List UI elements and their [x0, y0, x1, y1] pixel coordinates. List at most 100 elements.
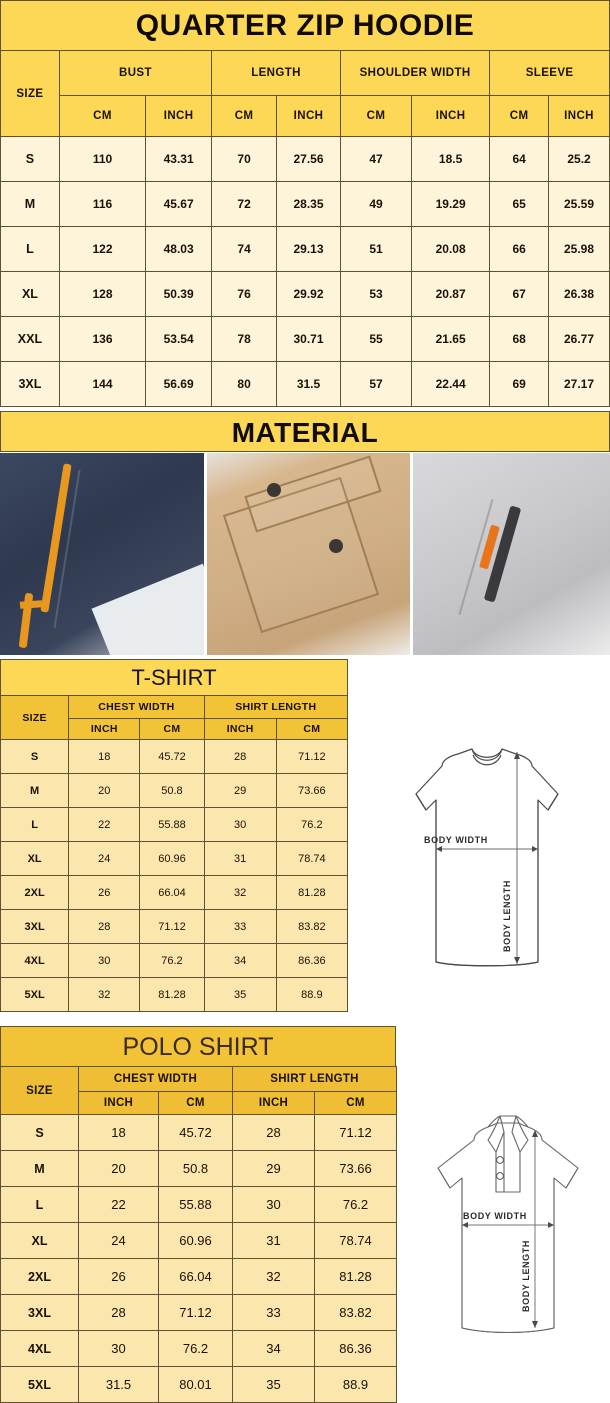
polo-unit-chest-cm: CM — [158, 1091, 233, 1115]
hoodie-cell-sleeve-inch: 26.38 — [548, 271, 610, 317]
hoodie-cell-length-inch: 28.35 — [276, 181, 341, 227]
polo-body-length-label: BODY LENGTH — [521, 1240, 531, 1312]
tshirt-cell-chest-cm: 76.2 — [139, 943, 205, 978]
hoodie-unit-bust-inch: INCH — [145, 95, 213, 137]
hoodie-cell-length-cm: 74 — [211, 226, 278, 272]
hoodie-cell-length-inch: 27.56 — [276, 136, 341, 182]
hoodie-unit-shoulder-cm: CM — [339, 95, 413, 137]
table-row: M 20 50.8 29 73.66 — [0, 773, 349, 808]
polo-row-size: S — [0, 1114, 79, 1151]
hoodie-title: QUARTER ZIP HOODIE — [0, 0, 610, 50]
table-row: 3XL 28 71.12 33 83.82 — [0, 1294, 398, 1331]
hoodie-cell-sleeve-cm: 68 — [489, 316, 550, 362]
hoodie-cell-shoulder-cm: 57 — [339, 361, 413, 407]
tshirt-cell-length-inch: 31 — [203, 841, 277, 876]
hoodie-cell-bust-inch: 43.31 — [145, 136, 213, 182]
hoodie-cell-shoulder-cm: 49 — [339, 181, 413, 227]
polo-cell-length-inch: 31 — [232, 1222, 315, 1259]
tshirt-cell-length-inch: 32 — [203, 875, 277, 910]
hoodie-cell-length-cm: 70 — [211, 136, 278, 182]
polo-colgroup-shirt-length: SHIRT LENGTH — [231, 1066, 398, 1092]
table-row: M 116 45.67 72 28.35 49 19.29 65 25.59 — [0, 181, 610, 227]
tshirt-colgroup-chest-width: CHEST WIDTH — [68, 695, 205, 719]
tshirt-row-size: 4XL — [0, 943, 70, 978]
hoodie-cell-shoulder-inch: 18.5 — [411, 136, 491, 182]
polo-row-size: M — [0, 1150, 79, 1187]
polo-cell-length-cm: 73.66 — [313, 1150, 398, 1187]
tshirt-body-width-label: BODY WIDTH — [424, 835, 488, 845]
table-row: L 122 48.03 74 29.13 51 20.08 66 25.98 — [0, 226, 610, 272]
polo-cell-chest-inch: 30 — [78, 1330, 159, 1367]
tshirt-cell-length-cm: 71.12 — [275, 739, 349, 774]
polo-cell-chest-cm: 80.01 — [158, 1366, 233, 1403]
hoodie-colgroup-bust: BUST — [58, 50, 213, 96]
hoodie-cell-sleeve-cm: 67 — [489, 271, 550, 317]
polo-cell-length-inch: 32 — [232, 1258, 315, 1295]
tshirt-cell-length-cm: 86.36 — [275, 943, 349, 978]
hoodie-row-size: XL — [0, 271, 60, 317]
tshirt-cell-length-inch: 33 — [203, 909, 277, 944]
tshirt-row-size: 2XL — [0, 875, 70, 910]
hoodie-unit-bust-cm: CM — [58, 95, 147, 137]
table-row: S 18 45.72 28 71.12 — [0, 739, 349, 774]
polo-cell-chest-cm: 76.2 — [158, 1330, 233, 1367]
table-row: 3XL 144 56.69 80 31.5 57 22.44 69 27.17 — [0, 361, 610, 407]
tshirt-body-length-label: BODY LENGTH — [502, 880, 512, 952]
tshirt-cell-length-inch: 35 — [203, 977, 277, 1012]
polo-colgroup-chest-width: CHEST WIDTH — [78, 1066, 233, 1092]
polo-row-size: L — [0, 1186, 79, 1223]
polo-col-size: SIZE — [0, 1066, 79, 1115]
tshirt-cell-chest-cm: 50.8 — [139, 773, 205, 808]
polo-cell-chest-inch: 20 — [78, 1150, 159, 1187]
tshirt-unit-chest-cm: CM — [139, 718, 205, 740]
tshirt-cell-length-cm: 88.9 — [275, 977, 349, 1012]
tshirt-colgroup-shirt-length: SHIRT LENGTH — [203, 695, 349, 719]
tshirt-unit-row: INCH CM INCH CM — [1, 718, 349, 740]
hoodie-row-size: 3XL — [0, 361, 60, 407]
tshirt-row-size: 5XL — [0, 977, 70, 1012]
hoodie-cell-bust-inch: 50.39 — [145, 271, 213, 317]
tshirt-header-row: SIZE CHEST WIDTH SHIRT LENGTH — [0, 695, 349, 740]
table-row: 2XL 26 66.04 32 81.28 — [0, 875, 349, 910]
hoodie-cell-length-cm: 80 — [211, 361, 278, 407]
hoodie-cell-shoulder-cm: 47 — [339, 136, 413, 182]
hoodie-cell-shoulder-inch: 21.65 — [411, 316, 491, 362]
polo-cell-length-inch: 33 — [232, 1294, 315, 1331]
polo-cell-chest-inch: 18 — [78, 1114, 159, 1151]
polo-size-section: POLO SHIRT SIZE CHEST WIDTH SHIRT LENGTH… — [0, 1026, 398, 1403]
tshirt-cell-chest-cm: 66.04 — [139, 875, 205, 910]
tshirt-cell-length-cm: 81.28 — [275, 875, 349, 910]
hoodie-cell-bust-inch: 48.03 — [145, 226, 213, 272]
hoodie-size-table: SIZE BUST LENGTH SHOULDER WIDTH SLEEVE C… — [0, 50, 610, 407]
hoodie-cell-bust-inch: 53.54 — [145, 316, 213, 362]
polo-cell-length-inch: 28 — [232, 1114, 315, 1151]
hoodie-cell-shoulder-cm: 55 — [339, 316, 413, 362]
table-row: S 110 43.31 70 27.56 47 18.5 64 25.2 — [0, 136, 610, 182]
hoodie-unit-length-inch: INCH — [276, 95, 341, 137]
table-row: 4XL 30 76.2 34 86.36 — [0, 1330, 398, 1367]
hoodie-size-section: QUARTER ZIP HOODIE SIZE BUST LENGTH SHOU… — [0, 0, 610, 407]
polo-cell-chest-cm: 55.88 — [158, 1186, 233, 1223]
hoodie-cell-bust-cm: 110 — [58, 136, 147, 182]
hoodie-cell-shoulder-inch: 20.08 — [411, 226, 491, 272]
tshirt-cell-length-inch: 30 — [203, 807, 277, 842]
hoodie-colgroup-length: LENGTH — [211, 50, 341, 96]
hoodie-header-row: SIZE BUST LENGTH SHOULDER WIDTH SLEEVE — [0, 50, 610, 137]
table-row: XL 24 60.96 31 78.74 — [0, 841, 349, 876]
polo-unit-length-inch: INCH — [232, 1091, 315, 1115]
tshirt-title: T-SHIRT — [0, 659, 348, 695]
hoodie-cell-length-cm: 78 — [211, 316, 278, 362]
tshirt-row-size: S — [0, 739, 70, 774]
tshirt-cell-chest-inch: 20 — [68, 773, 141, 808]
tshirt-cell-chest-inch: 28 — [68, 909, 141, 944]
polo-cell-length-cm: 78.74 — [313, 1222, 398, 1259]
table-row: XL 24 60.96 31 78.74 — [0, 1222, 398, 1259]
polo-cell-chest-cm: 66.04 — [158, 1258, 233, 1295]
tshirt-cell-length-cm: 78.74 — [275, 841, 349, 876]
polo-cell-length-cm: 76.2 — [313, 1186, 398, 1223]
snap-button — [267, 483, 281, 497]
table-row: M 20 50.8 29 73.66 — [0, 1150, 398, 1187]
hoodie-cell-sleeve-cm: 66 — [489, 226, 550, 272]
tshirt-col-size: SIZE — [0, 695, 70, 740]
table-row: 4XL 30 76.2 34 86.36 — [0, 943, 349, 978]
